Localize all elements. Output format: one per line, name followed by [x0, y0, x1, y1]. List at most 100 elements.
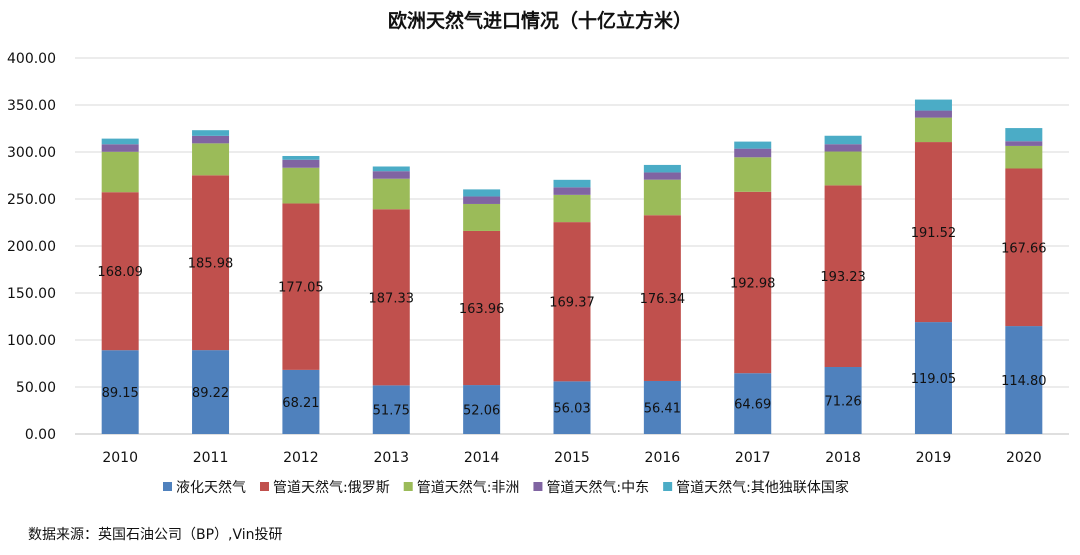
bar-segment — [734, 157, 772, 192]
bar-segment — [1005, 326, 1043, 434]
bar-segment — [734, 141, 772, 149]
x-tick-label: 2015 — [554, 450, 590, 466]
bar-segment — [463, 196, 501, 204]
data-label: 169.37 — [549, 296, 595, 311]
bar-segment — [1005, 145, 1043, 169]
data-label: 56.41 — [644, 401, 681, 416]
bar-segment — [282, 159, 320, 168]
bar-segment — [372, 209, 410, 386]
legend-label: 管道天然气:其他独联体国家 — [676, 479, 849, 496]
data-label: 64.69 — [734, 398, 771, 413]
bar-segment — [282, 155, 320, 160]
legend-swatch — [163, 482, 172, 491]
data-label: 51.75 — [373, 404, 410, 419]
legend-label: 管道天然气:俄罗斯 — [273, 479, 390, 496]
x-tick-label: 2013 — [373, 450, 409, 466]
bar-segment — [282, 167, 320, 204]
bar-segment — [192, 130, 230, 136]
data-label: 192.98 — [730, 276, 776, 291]
bar-segment — [734, 373, 772, 434]
bar-segment — [824, 367, 862, 434]
bar-segment — [463, 230, 501, 386]
data-label: 89.15 — [102, 386, 139, 401]
x-tick-label: 2012 — [283, 450, 319, 466]
bar-segment — [101, 138, 139, 145]
bar-segment — [734, 191, 772, 374]
data-label: 119.05 — [911, 372, 957, 387]
bar-segment — [463, 203, 501, 231]
bar-segment — [553, 381, 591, 434]
legend-swatch — [663, 482, 673, 491]
bar-segment — [643, 380, 681, 434]
bar-segment — [101, 144, 139, 152]
bar-segment — [824, 185, 862, 368]
bar-segment — [643, 164, 681, 173]
data-label: 56.03 — [553, 402, 590, 417]
bar-segment — [463, 189, 501, 197]
bar-segment — [734, 148, 772, 158]
data-label: 193.23 — [820, 270, 866, 285]
bar-segment — [914, 110, 952, 118]
x-tick-label: 2018 — [825, 450, 861, 466]
x-tick-label: 2014 — [464, 450, 500, 466]
bar-segment — [824, 135, 862, 145]
y-tick-label: 200.00 — [7, 239, 56, 255]
y-tick-label: 400.00 — [7, 51, 56, 67]
bar-segment — [1005, 168, 1043, 327]
bar-segment — [463, 385, 501, 434]
bar-segment — [914, 117, 952, 143]
bar-segment — [372, 171, 410, 179]
x-tick-label: 2016 — [645, 450, 681, 466]
y-tick-label: 350.00 — [7, 98, 56, 114]
bar-segment — [914, 322, 952, 434]
x-tick-label: 2019 — [916, 450, 952, 466]
x-tick-label: 2017 — [735, 450, 771, 466]
bar-segment — [553, 179, 591, 188]
x-tick-label: 2020 — [1006, 450, 1042, 466]
bar-segment — [553, 222, 591, 382]
bar-segment — [101, 350, 139, 434]
bar-segment — [372, 166, 410, 172]
bar-segment — [1005, 128, 1043, 142]
bar-segment — [192, 135, 230, 144]
bar-segment — [372, 385, 410, 434]
bar-segment — [192, 350, 230, 434]
data-label: 68.21 — [282, 396, 319, 411]
bar-segment — [372, 178, 410, 210]
bar-segment — [643, 172, 681, 180]
data-label: 167.66 — [1001, 241, 1047, 256]
y-tick-label: 100.00 — [7, 333, 56, 349]
bar-segment — [192, 175, 230, 351]
data-label: 71.26 — [824, 395, 861, 410]
data-label: 177.05 — [278, 281, 324, 296]
data-label: 168.09 — [97, 265, 143, 280]
legend-label: 管道天然气:非洲 — [417, 479, 520, 496]
data-label: 89.22 — [192, 386, 229, 401]
bar-segment — [643, 179, 681, 216]
bar-segment — [914, 142, 952, 323]
data-label: 191.52 — [911, 226, 957, 241]
legend-label: 液化天然气 — [176, 479, 246, 496]
data-label: 185.98 — [188, 257, 234, 272]
bar-segment — [914, 99, 952, 111]
legend-swatch — [260, 482, 269, 491]
y-tick-label: 250.00 — [7, 192, 56, 208]
source-note: 数据来源：英国石油公司（BP）,Vin投研 — [28, 527, 283, 543]
bar-segment — [192, 143, 230, 176]
bar-segment — [824, 144, 862, 152]
x-tick-label: 2011 — [193, 450, 229, 466]
bar-segment — [643, 215, 681, 381]
legend-label: 管道天然气:中东 — [546, 479, 649, 496]
y-tick-label: 300.00 — [7, 145, 56, 161]
y-tick-label: 150.00 — [7, 286, 56, 302]
data-label: 176.34 — [640, 292, 686, 307]
bar-segment — [553, 194, 591, 223]
legend-swatch — [533, 482, 543, 491]
data-label: 52.06 — [463, 404, 500, 419]
x-tick-label: 2010 — [102, 450, 138, 466]
bar-segment — [101, 151, 139, 193]
bar-segment — [1005, 141, 1043, 146]
data-label: 187.33 — [369, 291, 415, 306]
legend-swatch — [403, 482, 413, 491]
y-tick-label: 50.00 — [16, 380, 56, 396]
